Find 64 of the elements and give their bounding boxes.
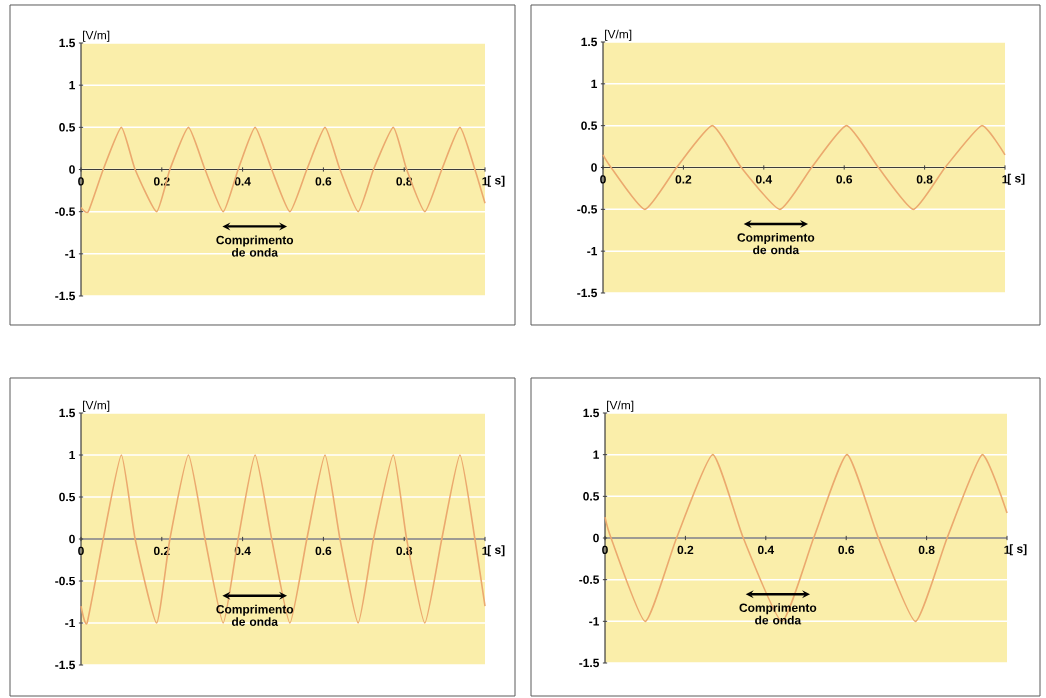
y-axis-title: [V/m] <box>607 400 634 412</box>
y-tick-label: -1 <box>65 618 76 628</box>
y-tick-label: 0 <box>593 533 599 543</box>
y-tick-label: 1 <box>591 79 598 88</box>
annotation: Comprimento de onda <box>216 235 294 257</box>
x-tick-label: 1 <box>1002 175 1008 184</box>
line-series <box>604 453 1008 623</box>
x-tick-label: 0.2 <box>677 545 694 555</box>
y-axis-title: [V/m] <box>83 400 110 412</box>
y-tick-label: -1 <box>587 247 598 256</box>
y-tick-label: 1.5 <box>583 408 600 418</box>
x-tick-label: 0.8 <box>396 546 413 556</box>
line-series <box>80 454 486 624</box>
y-axis-title: [V/m] <box>83 30 110 42</box>
y-tick-label: 1 <box>593 450 600 459</box>
x-tick-label: 0.8 <box>916 175 933 184</box>
y-tick-label: -0.5 <box>577 205 598 214</box>
x-tick-label: 0.6 <box>315 546 332 556</box>
annotation: Comprimento de onda <box>216 604 294 626</box>
y-tick-label: 1.5 <box>581 37 598 47</box>
x-tick-label: 0.8 <box>918 545 935 555</box>
x-tick-label: 0.4 <box>757 545 775 555</box>
y-tick-label: 0.5 <box>583 492 600 501</box>
y-tick-label: -1.5 <box>577 288 598 298</box>
y-tick-label: 0.5 <box>59 492 76 502</box>
y-tick-label: -1 <box>589 617 600 626</box>
x-axis-title: [ s] <box>487 545 505 557</box>
x-tick-label: 0.6 <box>838 545 855 555</box>
y-tick-label: -0.5 <box>55 207 76 216</box>
x-tick-label: 0.6 <box>836 175 853 184</box>
y-tick-label: 0.5 <box>581 121 598 130</box>
y-tick-label: -1 <box>65 249 76 258</box>
y-tick-label: 1.5 <box>59 408 76 418</box>
y-tick-label: 0 <box>69 534 75 544</box>
y-tick-label: 0 <box>69 165 75 174</box>
x-tick-label: 1 <box>1004 545 1010 554</box>
x-tick-label: 0 <box>78 177 84 186</box>
y-tick-label: 1 <box>69 81 76 90</box>
x-tick-label: 0 <box>78 546 84 556</box>
x-axis-title: [ s] <box>1009 544 1027 556</box>
y-tick-label: -0.5 <box>579 575 600 584</box>
y-tick-label: -1.5 <box>55 660 76 670</box>
y-axis-title: [V/m] <box>605 29 632 41</box>
y-tick-label: -1.5 <box>579 658 600 668</box>
y-tick-label: 0.5 <box>59 123 76 132</box>
y-tick-label: -1.5 <box>55 291 76 301</box>
annotation: Comprimento de onda <box>737 232 815 255</box>
x-tick-label: 1 <box>482 177 488 186</box>
y-tick-label: 0 <box>591 163 597 172</box>
x-tick-label: 0.6 <box>315 177 332 186</box>
line-series <box>80 126 486 213</box>
x-tick-label: 1 <box>482 546 488 555</box>
x-axis-title: [ s] <box>487 175 505 187</box>
line-series <box>602 124 1006 211</box>
x-tick-label: 0.4 <box>234 177 251 186</box>
x-tick-label: 0.2 <box>675 175 692 184</box>
x-tick-label: 0 <box>600 175 606 184</box>
annotation: Comprimento de onda <box>739 603 817 625</box>
y-tick-label: 1.5 <box>59 38 76 48</box>
y-tick-label: -0.5 <box>55 576 76 586</box>
x-tick-label: 0 <box>602 545 608 555</box>
y-tick-label: 1 <box>69 450 76 460</box>
x-axis-title: [ s] <box>1007 173 1025 185</box>
x-tick-label: 0.4 <box>755 175 773 184</box>
